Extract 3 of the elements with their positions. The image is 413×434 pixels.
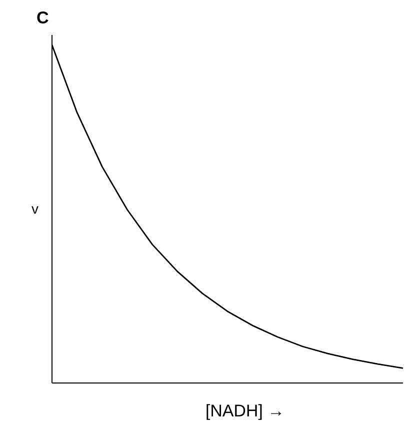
chart-title: C — [37, 11, 48, 24]
y-axis-title: v — [32, 206, 38, 214]
x-axis-title: [NADH] → — [206, 404, 282, 420]
